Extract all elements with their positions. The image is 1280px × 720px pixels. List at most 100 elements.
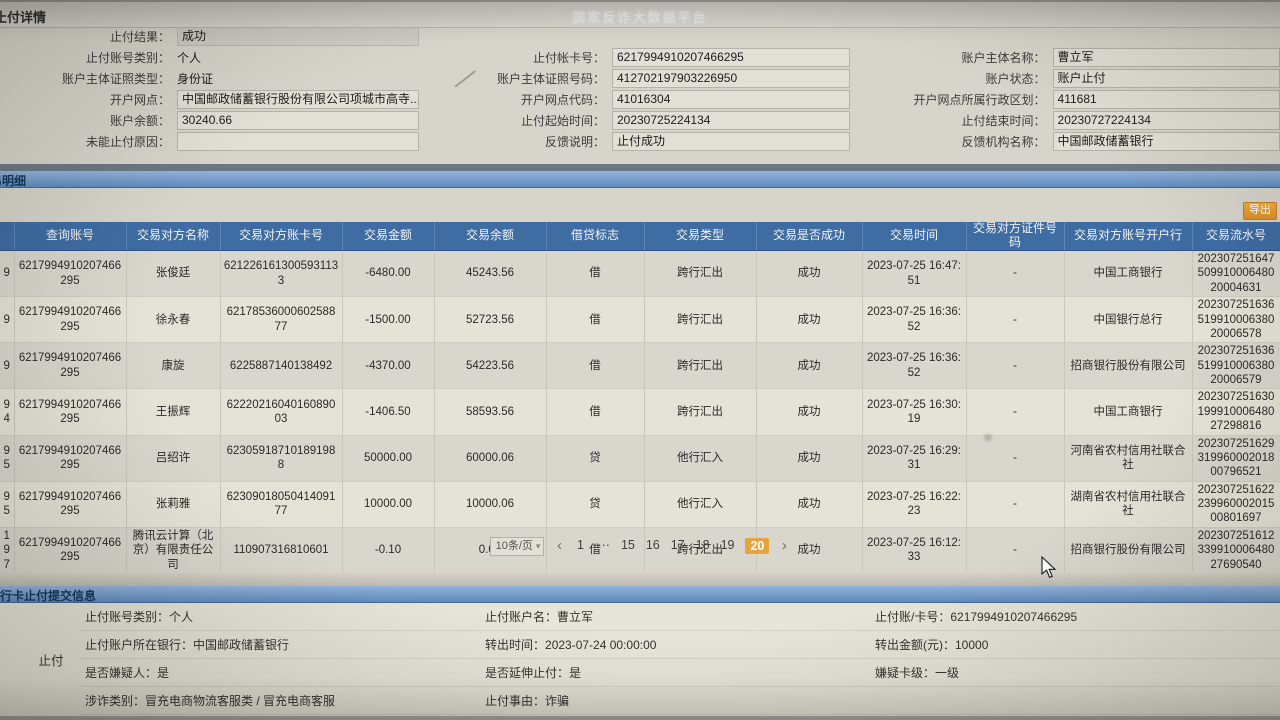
cell-party-bank: 中国银行总行 — [1064, 296, 1193, 344]
cell-party-card: 6217853600060258877 — [220, 296, 343, 344]
submit-field: 止付账户名：曹立军 — [480, 608, 870, 625]
clipped-index-cell: 9 — [0, 296, 15, 344]
cell-amount: -0.10 — [342, 527, 435, 574]
column-header-clipped — [0, 222, 15, 251]
column-header: 交易对方账号开户行 — [1064, 222, 1193, 251]
table-row: 9 6217994910207466295 康旋 6225887140138492 -4… — [0, 342, 1280, 390]
field-balance: 账户余额： 30240.66 — [0, 110, 432, 131]
page-size-select[interactable]: 10条/页 ▾ — [489, 536, 545, 556]
next-page-button[interactable]: › — [781, 537, 787, 554]
field-feedback-org: 反馈机构名称： 中国邮政储蓄银行 — [850, 131, 1280, 152]
cell-flag: 贷 — [546, 435, 645, 482]
cell-time: 2023-07-25 16:12:33 — [862, 527, 967, 574]
cell-query-account: 6217994910207466295 — [14, 250, 127, 298]
submit-field-value: 2023-07-24 00:00:00 — [545, 638, 657, 652]
submit-field: 转出时间：2023-07-24 00:00:00 — [480, 636, 870, 653]
submit-field: 止付账/卡号：6217994910207466295 — [870, 608, 1280, 625]
prev-page-button[interactable]: ‹ — [556, 537, 562, 554]
cell-party: 徐永春 — [126, 296, 221, 344]
cell-party-card: 6222021604016089003 — [220, 388, 343, 436]
page-title: 止付详情 — [0, 10, 47, 25]
field-value: 身份证 — [177, 72, 214, 86]
cell-party-bank: 招商银行股份有限公司 — [1064, 342, 1193, 390]
cell-flag: 借 — [546, 250, 645, 298]
field-label: 账户状态： — [985, 72, 1046, 86]
cell-type: 跨行汇出 — [644, 296, 757, 344]
page-number-list: 1 ··· 15 16 17 18 19 20 — [574, 538, 770, 554]
field-label: 止付结果： — [109, 30, 170, 44]
column-header: 交易对方名称 — [126, 222, 221, 251]
cell-party: 腾讯云计算（北京）有限责任公司 — [126, 527, 221, 574]
cell-query-account: 6217994910207466295 — [14, 435, 127, 482]
table-header-row: 查询账号 交易对方名称 交易对方账卡号 交易金额 交易余额 借贷标志 交易类型 交易是否成功交… — [0, 221, 1280, 251]
page-button-19[interactable]: 19 — [720, 538, 735, 552]
field-value: 个人 — [177, 51, 202, 65]
field-value: 成功 — [177, 27, 419, 46]
cell-party-cert: - — [966, 388, 1065, 436]
submit-field-label: 嫌疑卡级： — [875, 666, 936, 680]
page-button-15[interactable]: 15 — [620, 538, 635, 552]
column-header: 交易对方证件号码 — [966, 221, 1065, 251]
submit-info-row: 是否嫌疑人：是 是否延伸止付：是 嫌疑卡级：一级 — [80, 659, 1280, 687]
submit-field-label: 止付账/卡号： — [875, 610, 951, 624]
submit-field-value: 中国邮政储蓄银行 — [193, 638, 290, 652]
cell-party: 张莉雅 — [126, 481, 221, 528]
submit-field: 是否嫌疑人：是 — [80, 664, 480, 681]
cell-balance: 54223.56 — [434, 342, 547, 390]
cell-success: 成功 — [756, 481, 863, 528]
cell-time: 2023-07-25 16:47:51 — [862, 250, 967, 298]
cell-party-cert: - — [966, 296, 1065, 344]
page-button-16[interactable]: 16 — [645, 538, 660, 552]
field-label: 反馈说明： — [544, 135, 605, 149]
page-button-1[interactable]: 1 — [576, 538, 584, 552]
submit-info-row: 止付账户所在银行：中国邮政储蓄银行 转出时间：2023-07-24 00:00:0… — [80, 631, 1280, 659]
field-label: 账户余额： — [109, 114, 170, 128]
cell-time: 2023-07-25 16:36:52 — [862, 296, 967, 344]
cell-party: 王振辉 — [126, 388, 221, 436]
page-size-value: 10条/页 — [495, 539, 533, 552]
cell-balance: 45243.56 — [434, 250, 547, 298]
column-header: 交易对方账卡号 — [220, 222, 343, 251]
page-button-18[interactable]: 18 — [695, 538, 710, 552]
transactions-section-bar: 交易明细 — [0, 171, 1280, 188]
field-value: 止付成功 — [611, 132, 850, 151]
field-card-no: 止付帐卡号： 6217994910207466295 — [432, 47, 850, 68]
column-header: 查询账号 — [14, 222, 127, 251]
field-value — [177, 132, 419, 151]
submit-field-label: 转出时间： — [485, 638, 546, 652]
field-feedback-note: 反馈说明： 止付成功 — [432, 131, 850, 152]
transactions-table: 查询账号 交易对方名称 交易对方账卡号 交易金额 交易余额 借贷标志 交易类型 交易是否成功交… — [0, 221, 1280, 621]
field-label: 账户主体证照类型： — [61, 72, 170, 86]
cell-serial: 20230725162931996000201800796521 — [1192, 435, 1280, 482]
section-divider — [0, 164, 1280, 171]
export-button[interactable]: 导出 — [1243, 202, 1277, 220]
field-fail-reason: 未能止付原因： — [0, 131, 432, 152]
detail-column-left: 止付结果： 成功 止付账号类别： 个人 账户主体证照类型： 身份证 开户网点： … — [0, 26, 432, 152]
field-label: 账户主体名称： — [961, 51, 1046, 65]
cell-type: 跨行汇出 — [644, 527, 757, 574]
column-header: 交易余额 — [434, 222, 547, 251]
column-header: 借贷标志 — [546, 222, 645, 251]
field-label: 开户网点所属行政区划： — [913, 93, 1046, 107]
field-label: 开户网点代码： — [520, 93, 605, 107]
cell-amount: -1500.00 — [342, 296, 435, 344]
field-value: 账户止付 — [1052, 69, 1280, 88]
cell-amount: 50000.00 — [342, 435, 435, 482]
cell-party-card: 6230901805041409177 — [220, 481, 343, 528]
table-row: 9 6217994910207466295 徐永春 62178536000602588… — [0, 296, 1280, 344]
cell-success: 成功 — [756, 296, 863, 344]
chevron-down-icon: ▾ — [535, 540, 541, 551]
page-button-17[interactable]: 17 — [670, 538, 685, 552]
submit-group-label: 止付 — [38, 654, 64, 668]
submit-field-label: 止付账号类别： — [85, 610, 170, 624]
submit-field-value: 是 — [157, 666, 170, 680]
bottom-edge — [0, 716, 1280, 720]
cell-party-card: 6225887140138492 — [220, 342, 343, 390]
cell-serial: 20230725163019991000648027298816 — [1192, 388, 1280, 436]
cell-type: 他行汇入 — [644, 481, 757, 528]
field-label: 账户主体证照号码： — [496, 72, 605, 86]
submit-field-label: 转出金额(元)： — [875, 638, 955, 652]
cell-query-account: 6217994910207466295 — [14, 342, 127, 390]
field-start-time: 止付起始时间： 20230725224134 — [432, 110, 850, 131]
page-button-20[interactable]: 20 — [745, 538, 770, 554]
